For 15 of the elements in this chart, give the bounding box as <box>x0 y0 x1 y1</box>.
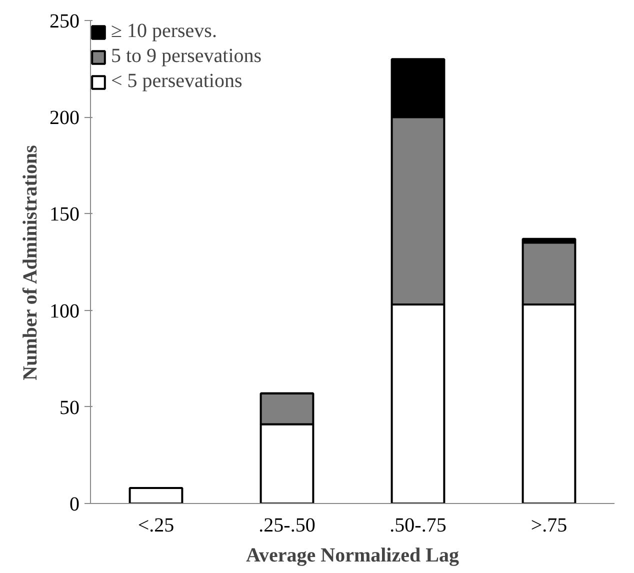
legend-label: ≥ 10 persevs. <box>111 20 217 43</box>
x-tick-label: .50-.75 <box>390 514 446 536</box>
x-axis-title: Average Normalized Lag <box>246 544 459 566</box>
legend-label: 5 to 9 persevations <box>111 45 262 68</box>
x-tick-label: >.75 <box>530 514 568 536</box>
y-tick-label: 0 <box>70 494 80 516</box>
y-tick-label: 150 <box>50 204 80 226</box>
y-axis-title: Number of Administrations <box>20 144 42 380</box>
y-tick-label: 250 <box>50 10 80 32</box>
y-tick-label: 50 <box>60 396 80 419</box>
x-tick-label: <.25 <box>138 514 174 536</box>
x-tick-label: .25-.50 <box>258 514 316 536</box>
legend-label: < 5 persevations <box>111 70 242 93</box>
y-tick-label: 100 <box>50 300 80 322</box>
y-tick-label: 200 <box>50 107 80 130</box>
